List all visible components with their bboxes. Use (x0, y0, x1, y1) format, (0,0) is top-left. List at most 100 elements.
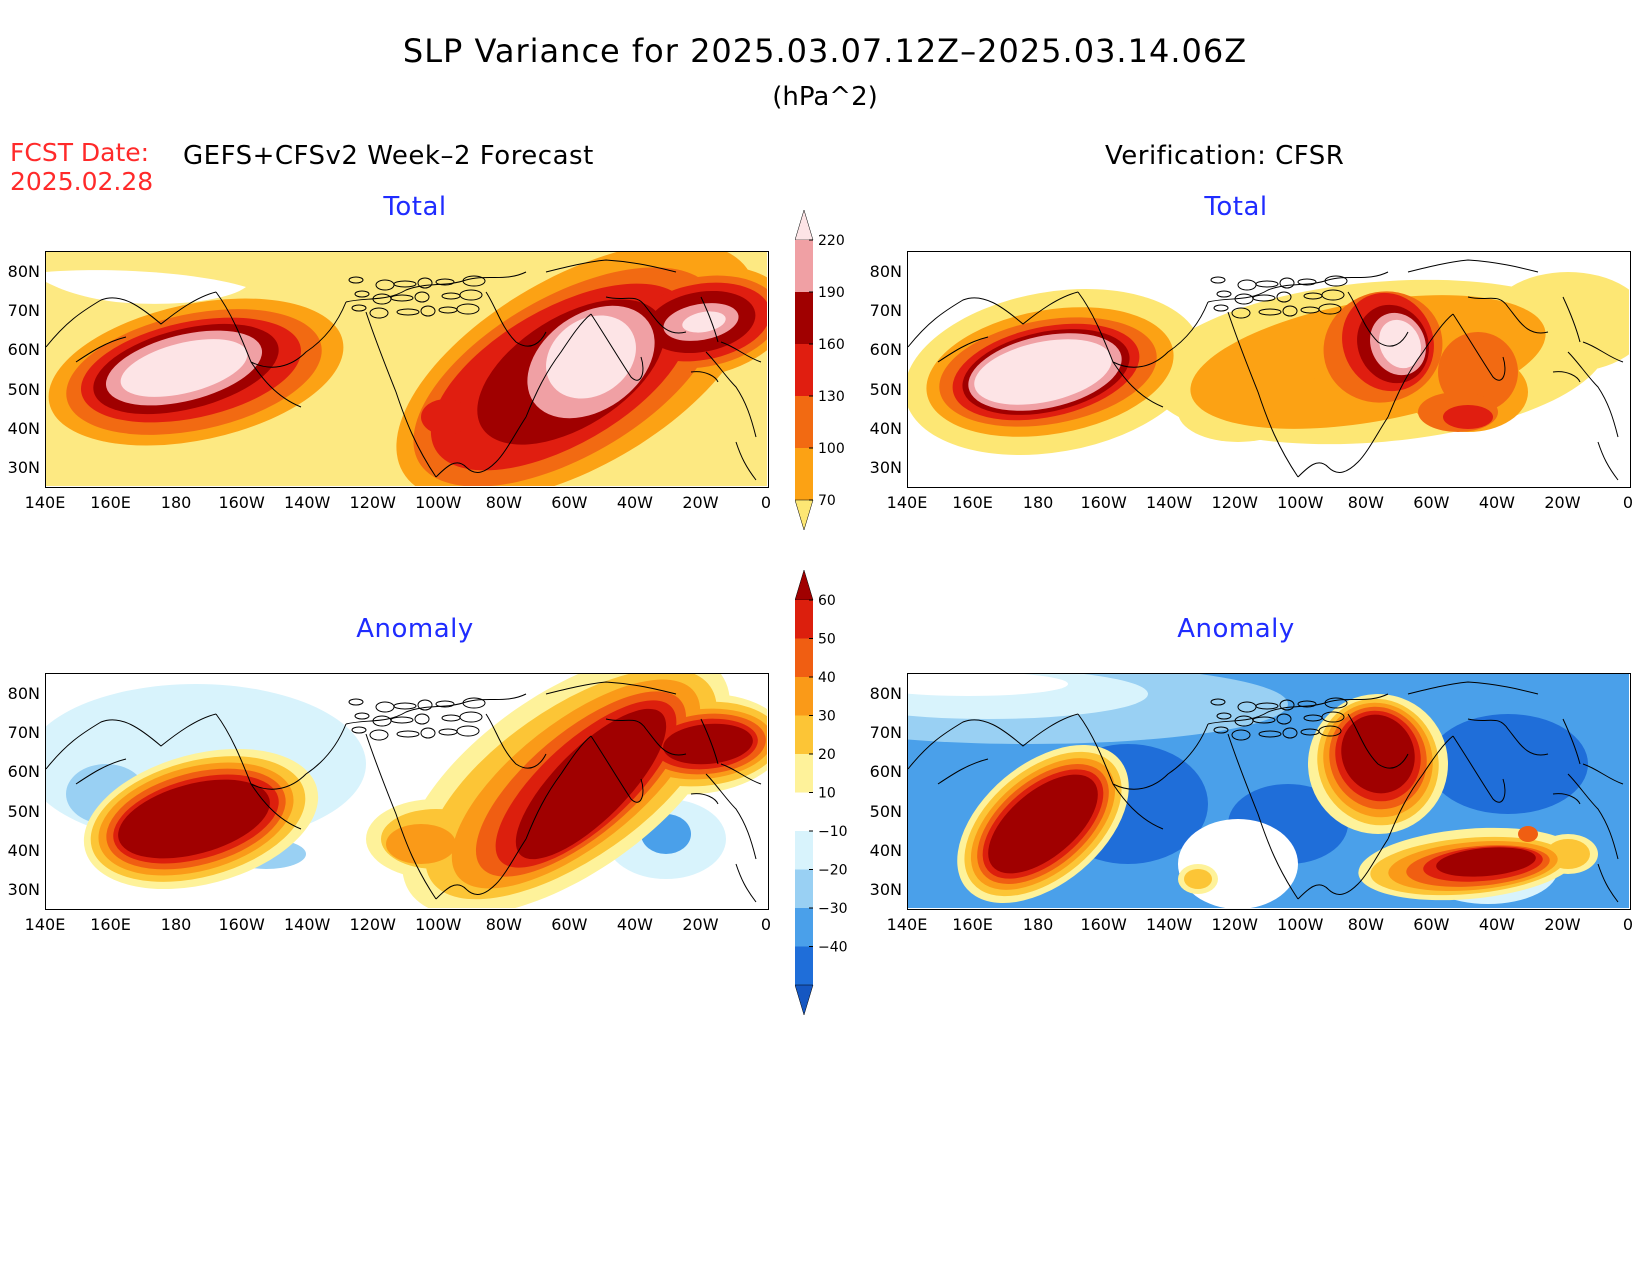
lon-tick-label: 0 (760, 493, 772, 512)
lon-tick-label: 100W (1277, 915, 1324, 934)
coastline-layer (908, 259, 1624, 481)
island (1213, 726, 1229, 734)
contour-band-40 (1518, 826, 1538, 842)
coastline (590, 313, 644, 381)
colorbar-label: −40 (818, 940, 848, 956)
lat-tick-label: 70N (869, 723, 902, 743)
coastline (690, 371, 719, 383)
lon-tick-label: 140W (1145, 915, 1193, 934)
island (1282, 305, 1298, 317)
forecast-date-label: FCST Date: (10, 138, 150, 167)
panel-title-forecast-total: Total (383, 192, 447, 222)
colorbar-swatch (795, 869, 813, 908)
colorbar-label: −20 (818, 863, 848, 879)
colorbar-label: 30 (818, 709, 836, 725)
lat-tick-label: 80N (7, 262, 40, 281)
coastline-layer (46, 681, 762, 903)
coastline (545, 681, 677, 695)
coastline (937, 336, 989, 363)
colorbar-label: 60 (818, 593, 836, 609)
island (1282, 727, 1298, 739)
chart-units: (hPa^2) (772, 82, 878, 112)
contour-band-neutral (1178, 819, 1298, 908)
coastline (485, 291, 547, 347)
map-forecast-total (45, 251, 769, 488)
island (351, 304, 367, 312)
colorbar-graphic: 2201901601301007040 (794, 209, 845, 561)
coastline (1582, 341, 1624, 363)
coastline (908, 713, 1079, 770)
coastline (250, 723, 347, 790)
map-verification-total (907, 251, 1631, 488)
island (396, 730, 420, 738)
forecast-date: FCST Date: 2025.02.28 (10, 138, 153, 196)
lon-tick-label: 140W (283, 493, 331, 512)
coastline (1227, 733, 1299, 900)
island (348, 698, 364, 706)
coastline (1407, 681, 1539, 695)
island (393, 702, 417, 710)
coastline (435, 416, 527, 478)
lat-tick-label: 30N (7, 458, 40, 477)
coastline (700, 296, 719, 343)
lon-tick-label: 120W (349, 915, 396, 934)
colorbar-swatch (795, 908, 813, 947)
coastline (937, 758, 989, 785)
colorbar-swatch (795, 292, 813, 344)
island (1297, 278, 1317, 286)
coastline (1552, 793, 1581, 805)
lat-tick-label: 60N (7, 340, 40, 360)
island (1210, 276, 1226, 284)
contour-band-light-pink (682, 311, 726, 333)
coastline (700, 718, 719, 765)
lat-tick-label: 30N (869, 880, 902, 899)
lon-tick-label: 160W (1080, 915, 1127, 934)
coastline (75, 336, 127, 363)
coastline (345, 271, 527, 303)
island (1279, 277, 1295, 289)
lon-tick-label: 180 (160, 493, 192, 512)
colorbar-swatch (795, 792, 813, 831)
island (435, 700, 455, 708)
map-canvas (46, 674, 767, 908)
colorbar-label: 40 (818, 670, 836, 686)
panel-title-verification-anomaly: Anomaly (1177, 614, 1295, 644)
lon-tick-label: 160W (1080, 493, 1127, 512)
lon-tick-label: 140E (886, 493, 928, 512)
island (1252, 294, 1276, 302)
colorbar-swatch (794, 984, 814, 1016)
lat-tick-label: 30N (7, 880, 40, 899)
coastline (1347, 291, 1409, 347)
lat-tick-label: 50N (869, 801, 902, 821)
lat-tick-label: 40N (7, 418, 40, 438)
island (459, 711, 483, 723)
colorbar-swatch (795, 240, 813, 292)
coastline (705, 351, 757, 438)
lon-tick-label: 120W (349, 493, 396, 512)
coastline (365, 733, 437, 900)
contour-band-light-pink (546, 315, 636, 399)
coastline-layer (46, 259, 762, 481)
contour-band-60 (1341, 714, 1415, 794)
coastline (345, 693, 527, 725)
coastline (435, 838, 527, 900)
coastline (1297, 416, 1389, 478)
island (1321, 711, 1345, 723)
lon-tick-label: 0 (760, 915, 772, 934)
contour-band-30 (386, 824, 456, 864)
map-canvas (908, 674, 1629, 908)
island (1255, 280, 1279, 288)
forecast-column-heading: GEFS+CFSv2 Week–2 Forecast (183, 141, 594, 171)
lon-tick-label: 160E (952, 915, 993, 934)
lon-tick-label: 120W (1211, 493, 1258, 512)
coastline (1387, 735, 1454, 840)
colorbar-swatch (795, 638, 813, 677)
lon-tick-label: 60W (1413, 493, 1450, 512)
lon-tick-label: 100W (415, 915, 462, 934)
coastline (705, 773, 757, 860)
island (1231, 307, 1251, 319)
contour-band-light-pink (120, 339, 248, 397)
contour-band-60 (1436, 847, 1536, 877)
island (459, 289, 483, 301)
coastline (735, 441, 757, 481)
